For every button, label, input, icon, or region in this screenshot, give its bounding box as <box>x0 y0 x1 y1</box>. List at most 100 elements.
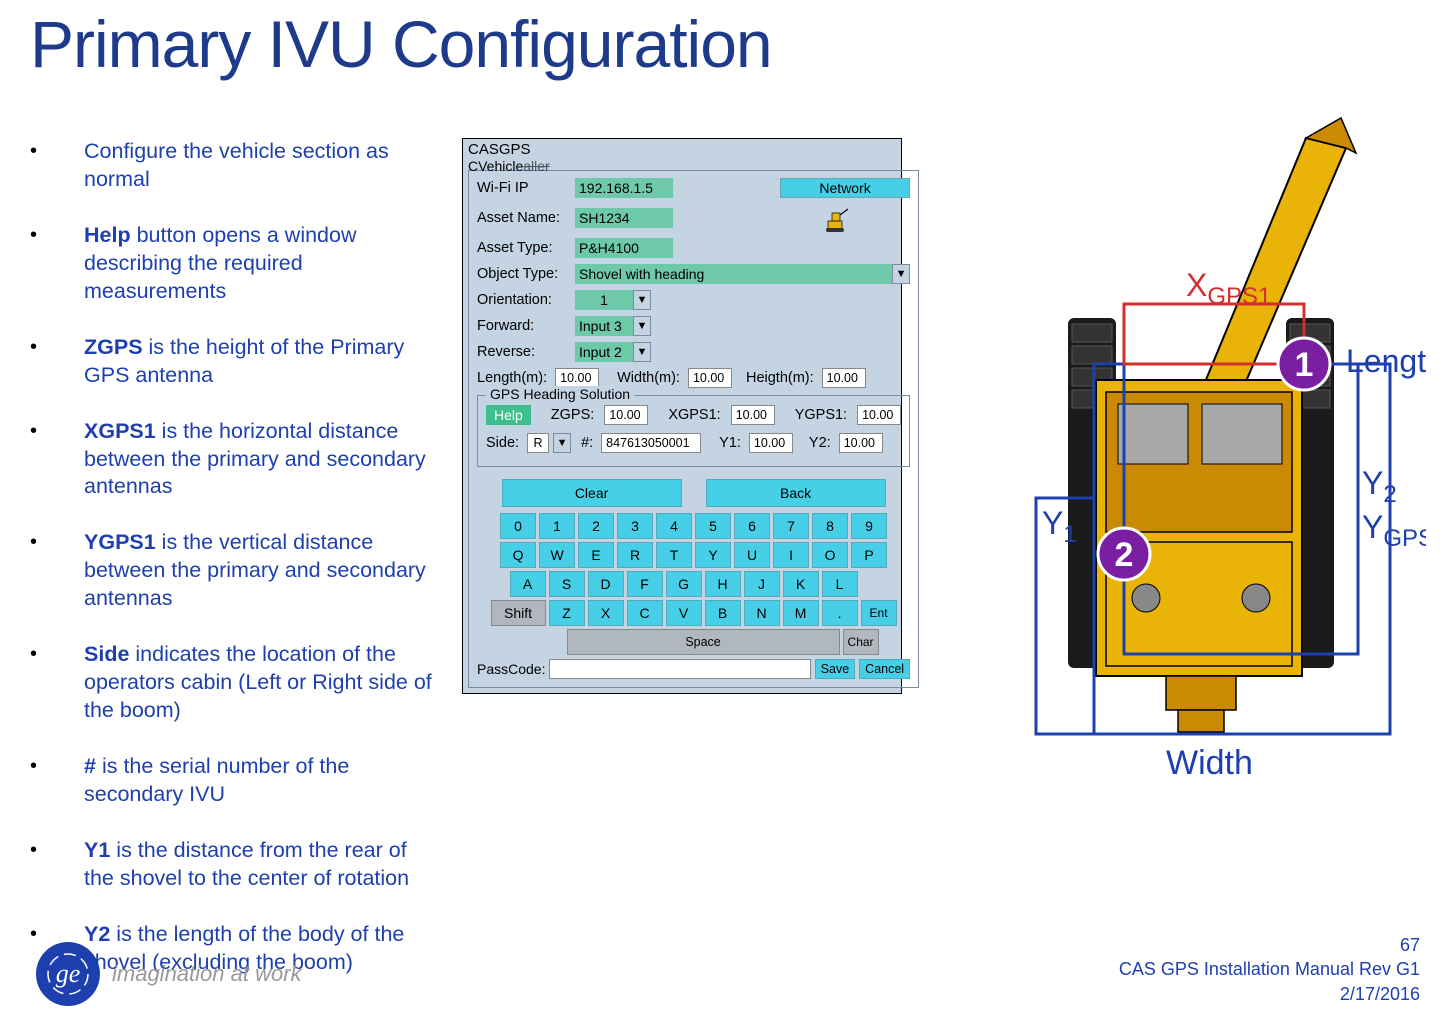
key-8[interactable]: 8 <box>812 513 848 539</box>
svg-text:ge: ge <box>56 959 81 988</box>
object-type-input[interactable] <box>575 264 892 284</box>
ge-tagline: imagination at work <box>112 961 302 987</box>
width-diagram-label: Width <box>1166 744 1253 782</box>
side-input[interactable] <box>527 433 549 453</box>
key-1[interactable]: 1 <box>539 513 575 539</box>
asset-type-input[interactable] <box>575 238 673 258</box>
cancel-button[interactable]: Cancel <box>859 659 910 679</box>
forward-dropdown-icon[interactable]: ▼ <box>633 316 651 336</box>
ge-logo-icon: ge <box>36 942 100 1006</box>
forward-input[interactable] <box>575 316 633 336</box>
orientation-input[interactable] <box>575 290 633 310</box>
clear-button[interactable]: Clear <box>502 479 682 507</box>
config-panel: CASGPS CVehiclealler Wi-Fi IP Network As… <box>462 138 902 694</box>
bullet-item: •Y1 is the distance from the rear of the… <box>30 837 438 893</box>
key-g[interactable]: G <box>666 571 702 597</box>
key-e[interactable]: E <box>578 542 614 568</box>
key-a[interactable]: A <box>510 571 546 597</box>
key-t[interactable]: T <box>656 542 692 568</box>
asset-name-label: Asset Name: <box>477 210 575 226</box>
key-h[interactable]: H <box>705 571 741 597</box>
wifi-input[interactable] <box>575 178 673 198</box>
key-r[interactable]: R <box>617 542 653 568</box>
asset-name-input[interactable] <box>575 208 673 228</box>
y1-input[interactable] <box>749 433 793 453</box>
key-7[interactable]: 7 <box>773 513 809 539</box>
reverse-input[interactable] <box>575 342 633 362</box>
object-type-dropdown-icon[interactable]: ▼ <box>892 264 910 284</box>
key-s[interactable]: S <box>549 571 585 597</box>
height-input[interactable] <box>822 368 866 388</box>
length-label: Length(m): <box>477 370 547 386</box>
y2-label: Y2: <box>809 435 831 451</box>
key-v[interactable]: V <box>666 600 702 626</box>
key-z[interactable]: Z <box>549 600 585 626</box>
key-w[interactable]: W <box>539 542 575 568</box>
key-2[interactable]: 2 <box>578 513 614 539</box>
key-m[interactable]: M <box>783 600 819 626</box>
length-diagram-label: Lengt <box>1346 343 1426 379</box>
xgps1-input[interactable] <box>731 405 775 425</box>
key-5[interactable]: 5 <box>695 513 731 539</box>
space-key[interactable]: Space <box>567 629 840 655</box>
width-label: Width(m): <box>617 370 680 386</box>
doc-title: CAS GPS Installation Manual Rev G1 <box>1119 957 1420 981</box>
passcode-label: PassCode: <box>477 661 545 677</box>
key-c[interactable]: C <box>627 600 663 626</box>
key-u[interactable]: U <box>734 542 770 568</box>
network-button[interactable]: Network <box>780 178 910 198</box>
side-dropdown-icon[interactable]: ▼ <box>553 433 571 453</box>
serial-input[interactable] <box>601 433 701 453</box>
help-button[interactable]: Help <box>486 405 531 425</box>
page-number: 67 <box>1119 933 1420 957</box>
bullet-item: •Configure the vehicle section as normal <box>30 138 438 194</box>
ge-logo: ge imagination at work <box>36 942 302 1006</box>
key-y[interactable]: Y <box>695 542 731 568</box>
ygps1-input[interactable] <box>857 405 901 425</box>
panel-title-2-strike: aller <box>523 158 549 174</box>
shift-key[interactable]: Shift <box>491 600 546 626</box>
key-n[interactable]: N <box>744 600 780 626</box>
gps-heading-section: GPS Heading Solution Help ZGPS: XGPS1: Y… <box>477 395 910 467</box>
key-k[interactable]: K <box>783 571 819 597</box>
key-x[interactable]: X <box>588 600 624 626</box>
key-0[interactable]: 0 <box>500 513 536 539</box>
ent-key[interactable]: Ent <box>861 600 897 626</box>
key-b[interactable]: B <box>705 600 741 626</box>
zgps-input[interactable] <box>604 405 648 425</box>
key-.[interactable]: . <box>822 600 858 626</box>
passcode-input[interactable] <box>549 659 810 679</box>
char-key[interactable]: Char <box>843 629 879 655</box>
back-button[interactable]: Back <box>706 479 886 507</box>
panel-title-2: CVehicle <box>468 158 523 174</box>
bullet-list: •Configure the vehicle section as normal… <box>30 138 438 1005</box>
key-f[interactable]: F <box>627 571 663 597</box>
reverse-dropdown-icon[interactable]: ▼ <box>633 342 651 362</box>
key-o[interactable]: O <box>812 542 848 568</box>
gps-heading-legend: GPS Heading Solution <box>486 386 634 402</box>
key-j[interactable]: J <box>744 571 780 597</box>
zgps-label: ZGPS: <box>551 407 595 423</box>
y2-input[interactable] <box>839 433 883 453</box>
width-input[interactable] <box>688 368 732 388</box>
key-3[interactable]: 3 <box>617 513 653 539</box>
key-4[interactable]: 4 <box>656 513 692 539</box>
key-i[interactable]: I <box>773 542 809 568</box>
orientation-dropdown-icon[interactable]: ▼ <box>633 290 651 310</box>
save-button[interactable]: Save <box>815 659 856 679</box>
key-d[interactable]: D <box>588 571 624 597</box>
panel-title-1: CASGPS <box>468 141 896 158</box>
marker-2: 2 <box>1115 536 1134 574</box>
forward-label: Forward: <box>477 318 575 334</box>
key-l[interactable]: L <box>822 571 858 597</box>
serial-label: #: <box>581 435 593 451</box>
key-6[interactable]: 6 <box>734 513 770 539</box>
key-p[interactable]: P <box>851 542 887 568</box>
bullet-item: •Side indicates the location of the oper… <box>30 641 438 725</box>
key-9[interactable]: 9 <box>851 513 887 539</box>
length-input[interactable] <box>555 368 599 388</box>
reverse-label: Reverse: <box>477 344 575 360</box>
side-label: Side: <box>486 435 519 451</box>
key-q[interactable]: Q <box>500 542 536 568</box>
page-footer: ge imagination at work 67 CAS GPS Instal… <box>0 933 1456 1006</box>
